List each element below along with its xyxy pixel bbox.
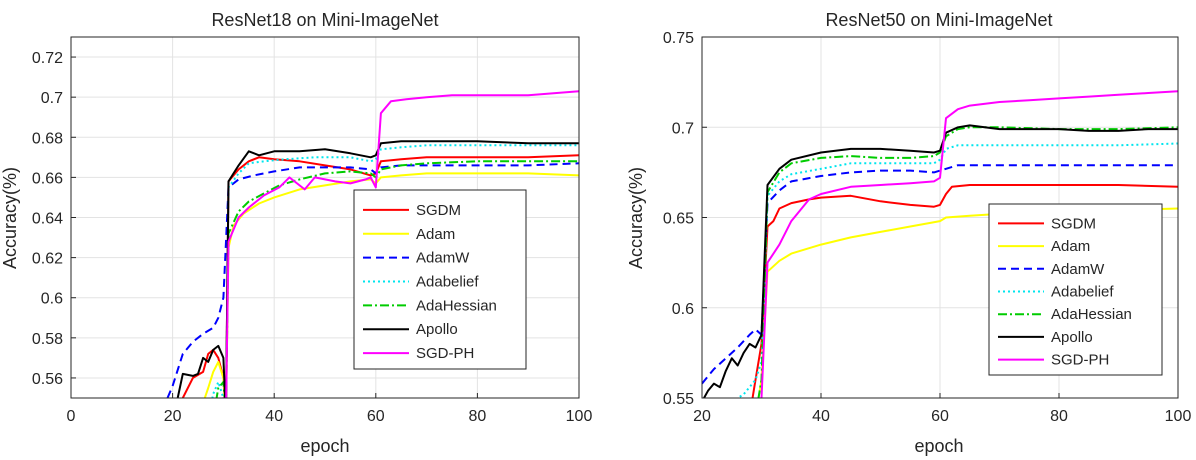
legend: SGDM Adam AdamW Adabelief AdaHessian Apollo SG… [988, 203, 1163, 376]
legend-box [353, 189, 527, 370]
y-tick-label: 0.6 [672, 301, 694, 318]
legend-label: SGDM [1051, 215, 1096, 232]
series-line-sgdm [181, 154, 579, 398]
legend-label: Apollo [1051, 329, 1093, 346]
legend-label: SGDM [416, 202, 461, 219]
chart-resnet18: ResNet18 on Mini-ImageNet 0 20 40 60 80 100 0.… [0, 10, 592, 456]
x-tick-label: 60 [367, 408, 385, 425]
y-tick-label: 0.7 [41, 90, 63, 107]
legend-label: Adam [416, 226, 455, 243]
legend-label: SGD-PH [416, 345, 474, 362]
legend-box [988, 203, 1163, 376]
x-tick-label: 40 [265, 408, 283, 425]
series-group [166, 90, 579, 398]
y-tick-label: 0.65 [663, 211, 694, 228]
x-tick-label: 100 [1165, 408, 1192, 425]
y-axis-label: Accuracy(%) [0, 167, 20, 269]
chart-title: ResNet50 on Mini-ImageNet [825, 10, 1052, 30]
series-line-adahessian [757, 126, 1178, 398]
y-tick-label: 0.55 [663, 391, 694, 408]
series-line-apollo [176, 140, 579, 398]
x-tick-label: 20 [164, 408, 182, 425]
series-line-sgdm [751, 184, 1178, 398]
x-axis-label: epoch [914, 436, 963, 456]
x-tick-label: 100 [566, 408, 593, 425]
x-tick-label: 60 [931, 408, 949, 425]
x-tick-label: 20 [693, 408, 711, 425]
series-line-sgd-ph [760, 90, 1178, 398]
chart-title: ResNet18 on Mini-ImageNet [211, 10, 438, 30]
y-axis-label: Accuracy(%) [626, 167, 646, 269]
chart-resnet50: ResNet50 on Mini-ImageNet 20 40 60 80 100 0.5… [626, 10, 1191, 456]
y-tick-label: 0.68 [32, 130, 63, 147]
legend-label: AdaHessian [416, 297, 497, 314]
series-line-adamw [166, 162, 579, 398]
tick-group: 20 40 60 80 100 0.55 0.6 0.65 0.7 0.75 [663, 30, 1192, 425]
y-tick-label: 0.75 [663, 30, 694, 47]
x-tick-label: 0 [67, 408, 76, 425]
y-tick-label: 0.56 [32, 371, 63, 388]
series-line-apollo [702, 124, 1178, 398]
y-tick-label: 0.72 [32, 50, 63, 67]
tick-group: 0 20 40 60 80 100 0.56 0.58 0.6 0.62 0.64 0.66 0.68 0… [32, 50, 593, 425]
legend-label: SGD-PH [1051, 352, 1109, 369]
legend-label: Apollo [416, 321, 458, 338]
series-line-adam [203, 172, 579, 398]
y-tick-label: 0.58 [32, 331, 63, 348]
x-tick-label: 80 [1050, 408, 1068, 425]
legend-label: Adabelief [1051, 284, 1114, 301]
legend-label: Adam [1051, 238, 1090, 255]
x-axis-label: epoch [300, 436, 349, 456]
y-tick-label: 0.66 [32, 170, 63, 187]
y-tick-label: 0.62 [32, 251, 63, 268]
x-tick-label: 40 [812, 408, 830, 425]
series-line-adabelief [735, 142, 1178, 398]
series-line-sgd-ph [222, 90, 579, 398]
y-tick-label: 0.64 [32, 211, 63, 228]
y-tick-label: 0.7 [672, 120, 694, 137]
y-tick-label: 0.6 [41, 291, 63, 308]
legend: SGDM Adam AdamW Adabelief AdaHessian Apollo SG… [353, 189, 527, 370]
legend-label: AdamW [416, 250, 470, 267]
legend-label: Adabelief [416, 274, 479, 291]
x-tick-label: 80 [469, 408, 487, 425]
legend-label: AdaHessian [1051, 306, 1132, 323]
legend-label: AdamW [1051, 261, 1105, 278]
